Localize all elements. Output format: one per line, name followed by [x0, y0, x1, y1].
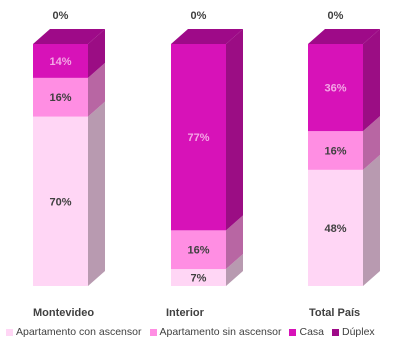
data-label: 70% — [49, 196, 71, 208]
legend-swatch — [149, 328, 157, 336]
legend-label: Casa — [299, 326, 324, 338]
data-label: 14% — [49, 56, 71, 68]
data-label: 16% — [49, 92, 71, 104]
data-label: 0% — [328, 10, 344, 22]
category-label: Total País — [309, 307, 360, 319]
data-label: 36% — [324, 83, 346, 95]
bar-top-face — [308, 29, 380, 44]
data-label: 16% — [187, 245, 209, 257]
data-label: 48% — [324, 223, 346, 235]
legend-label: Dúplex — [342, 326, 375, 338]
legend-label: Apartamento sin ascensor — [159, 326, 282, 338]
bar-side-face — [363, 154, 380, 286]
legend-item-apartamento-con-ascensor: Apartamento con ascensor — [6, 326, 142, 338]
category-label: Interior — [166, 307, 205, 319]
bar-segment-total-país — [308, 44, 363, 132]
bar-side-face — [363, 116, 380, 170]
legend-swatch — [332, 328, 339, 336]
legend-item-apartamento-sin-ascensor: Apartamento sin ascensor — [149, 326, 282, 338]
bar-top-face — [171, 29, 243, 44]
bar-side-face — [226, 215, 243, 270]
legend-item-casa: Casa — [289, 326, 324, 338]
bar-side-face — [88, 29, 105, 78]
chart-legend: Apartamento con ascensor Apartamento sin… — [6, 326, 375, 338]
bar-segment-montevideo — [33, 44, 88, 78]
bar-segment-interior — [171, 44, 226, 231]
bar-segment-interior — [171, 269, 226, 286]
category-label: Montevideo — [33, 307, 94, 319]
data-label: 7% — [191, 273, 207, 285]
data-label: 77% — [187, 132, 209, 144]
data-label: 0% — [53, 10, 69, 22]
bar-side-face — [88, 101, 105, 286]
data-label: 16% — [324, 145, 346, 157]
legend-item-duplex: Dúplex — [332, 326, 375, 338]
legend-swatch — [289, 328, 297, 336]
bar-side-face — [226, 254, 243, 286]
legend-label: Apartamento con ascensor — [16, 326, 142, 338]
bar-segment-montevideo — [33, 116, 88, 286]
bar-segment-montevideo — [33, 77, 88, 117]
bar-segment-interior — [171, 230, 226, 270]
legend-swatch — [6, 328, 13, 336]
bar-side-face — [226, 29, 243, 231]
bar-segment-total-país — [308, 169, 363, 286]
bar-side-face — [88, 62, 105, 117]
bar-segment-total-país — [308, 131, 363, 170]
data-label: 0% — [191, 10, 207, 22]
bar-top-face — [33, 29, 105, 44]
bar-side-face — [363, 29, 380, 132]
